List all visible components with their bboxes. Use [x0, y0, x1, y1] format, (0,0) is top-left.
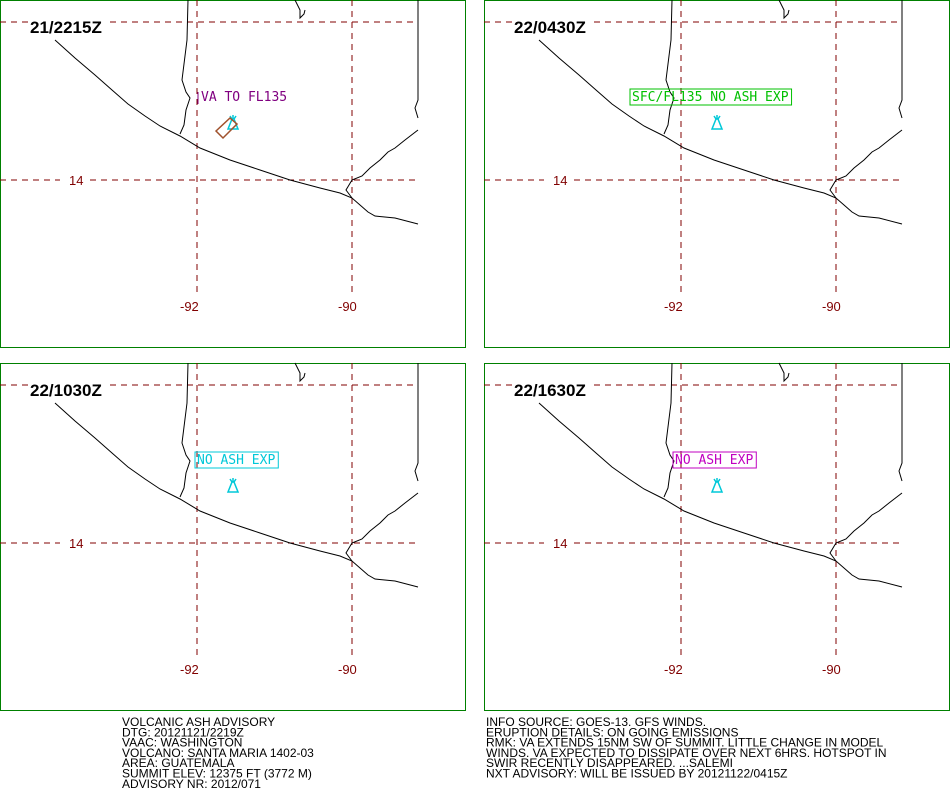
- annotation: SFC/FL135 NO ASH EXP: [632, 90, 789, 105]
- footer-line: INFO SOURCE: GOES-13. GFS WINDS.: [486, 715, 706, 729]
- lon-label: -92: [664, 662, 683, 677]
- valid-time: 22/0430Z: [514, 18, 586, 37]
- footer-line: ERUPTION DETAILS: ON GOING EMISSIONS: [486, 725, 738, 739]
- footer-line: VOLCANO: SANTA MARIA 1402-03: [122, 746, 314, 760]
- annotation: NO ASH EXP: [675, 453, 753, 468]
- lon-label: -90: [338, 299, 357, 314]
- lon-label: -90: [338, 662, 357, 677]
- lon-label: -90: [822, 662, 841, 677]
- footer-line: NXT ADVISORY: WILL BE ISSUED BY 20121122…: [486, 767, 788, 781]
- lon-label: -90: [822, 299, 841, 314]
- lat-label: 14: [69, 536, 83, 551]
- footer-line: WINDS. VA EXPECTED TO DISSIPATE OVER NEX…: [486, 746, 887, 760]
- lon-label: -92: [180, 299, 199, 314]
- lon-label: -92: [180, 662, 199, 677]
- footer-line: SUMMIT ELEV: 12375 FT (3772 M): [122, 767, 312, 781]
- valid-time: 22/1630Z: [514, 381, 586, 400]
- annotation: NO ASH EXP: [197, 453, 275, 468]
- footer-line: ADVISORY NR: 2012/071: [122, 777, 261, 791]
- footer-line: DTG: 20121121/2219Z: [122, 725, 244, 739]
- time-label-bg: [28, 377, 110, 397]
- annotation-box: [672, 451, 757, 469]
- footer-line: SWIR RECENTLY DISAPPEARED. ...SALEMI: [486, 756, 733, 770]
- annotation: VA TO FL135: [201, 90, 287, 105]
- annotation-box: [194, 451, 279, 469]
- time-label-bg: [512, 14, 594, 34]
- time-label-bg: [28, 14, 110, 34]
- valid-time: 21/2215Z: [30, 18, 102, 37]
- footer-line: AREA: GUATEMALA: [122, 756, 234, 770]
- annotation-box: [629, 88, 793, 106]
- ash-polygon: [214, 116, 239, 140]
- lat-label: 14: [553, 536, 567, 551]
- footer-line: RMK: VA EXTENDS 15NM SW OF SUMMIT. LITTL…: [486, 736, 883, 750]
- footer-line: VOLCANIC ASH ADVISORY: [122, 715, 275, 729]
- lat-label: 14: [553, 173, 567, 188]
- time-label-bg: [512, 377, 594, 397]
- lat-label: 14: [69, 173, 83, 188]
- footer-line: VAAC: WASHINGTON: [122, 736, 242, 750]
- lon-label: -92: [664, 299, 683, 314]
- valid-time: 22/1030Z: [30, 381, 102, 400]
